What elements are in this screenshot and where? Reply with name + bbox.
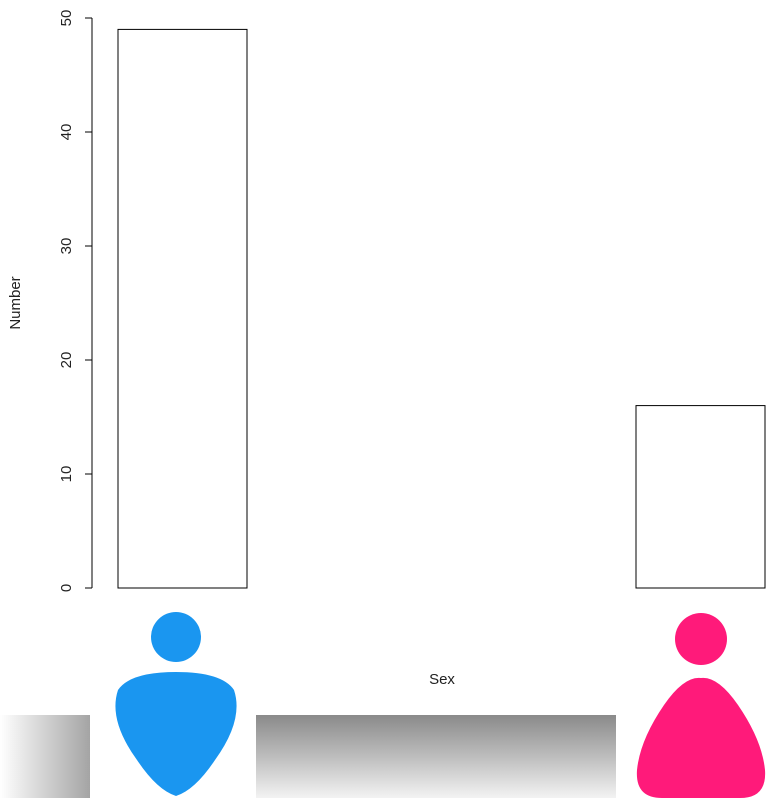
male-person-icon [115, 612, 237, 796]
bar-female [635, 405, 766, 589]
bar-male [117, 28, 248, 589]
x-axis-title: Sex [429, 671, 455, 688]
bars [117, 28, 766, 589]
decorative-band [0, 715, 616, 798]
y-tick-label: 0 [58, 584, 75, 592]
y-tick-label: 30 [58, 238, 75, 255]
y-tick-label: 20 [58, 352, 75, 369]
y-tick-label: 40 [58, 124, 75, 141]
y-axis: 0 10 20 30 40 50 [58, 10, 93, 592]
y-axis-title: Number [7, 276, 24, 329]
y-tick-label: 50 [58, 10, 75, 27]
y-tick-label: 10 [58, 466, 75, 483]
female-person-icon [636, 613, 766, 798]
